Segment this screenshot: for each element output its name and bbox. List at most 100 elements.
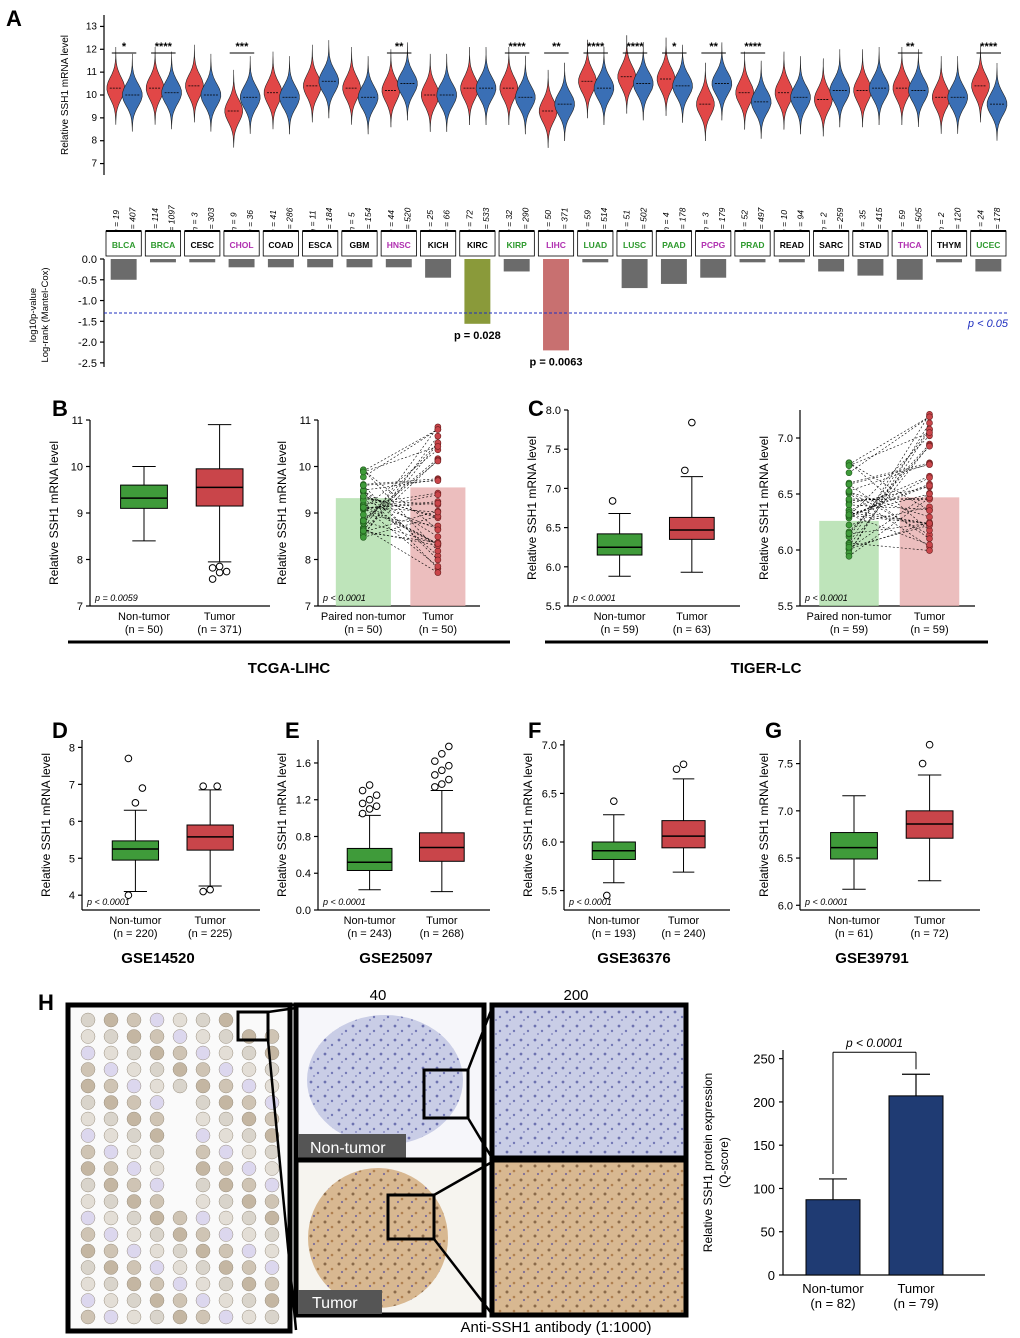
p-value: p < 0.0001 [804, 897, 848, 907]
tma-core [80, 1227, 96, 1242]
group-n: (n = 220) [113, 928, 157, 940]
tma-core [80, 1078, 96, 1094]
pair-line [848, 484, 930, 539]
tumor-point [926, 507, 933, 514]
sample-size: n = 415 [874, 207, 884, 236]
outlier-point [138, 784, 147, 792]
y-tick-label: 7 [69, 779, 75, 791]
outlier-point [358, 809, 367, 818]
tma-core [149, 1029, 165, 1044]
sample-size: n = 154 [363, 207, 373, 236]
cancer-name: BLCA [112, 240, 136, 250]
pair-line [848, 491, 930, 536]
tma-core [264, 1309, 280, 1325]
logrank-bar [543, 259, 569, 351]
violin-normal [931, 56, 951, 134]
tma-core [218, 1128, 234, 1143]
tma-core [80, 1243, 96, 1259]
violin-normal [224, 69, 243, 148]
tma-core [103, 1128, 119, 1143]
magnification-40: 40 [370, 987, 387, 1004]
tma-core [264, 1177, 280, 1193]
violin-normal [303, 44, 322, 123]
tma-core [195, 1029, 211, 1044]
tma-core [195, 1260, 211, 1275]
tma-core [80, 1161, 96, 1176]
group-label: Tumor [914, 915, 946, 927]
tma-core [218, 1062, 234, 1077]
tma-core [149, 1095, 165, 1110]
tumor-point [926, 520, 933, 527]
tma-core [126, 1029, 142, 1044]
sample-size: n = 9 [229, 212, 239, 231]
tma-core [172, 1260, 188, 1275]
pair-line [363, 459, 439, 530]
y-axis-label: Relative SSH1 mRNA level [47, 441, 61, 585]
pair-line [363, 479, 438, 491]
tma-core [218, 1293, 234, 1308]
tma-core [195, 1177, 211, 1193]
tma-core [80, 1128, 96, 1143]
y-axis-label-2: Log-rank (Mantel-Cox) [40, 267, 51, 362]
panel-letter-g: G [765, 718, 782, 743]
violin-normal [263, 51, 283, 130]
sample-size: n = 371 [560, 207, 570, 236]
tma-core [241, 1161, 257, 1176]
zoom-line [266, 1039, 298, 1331]
tma-core [172, 1078, 188, 1094]
pair-line [363, 490, 439, 537]
tma-core [264, 1194, 280, 1209]
tumor-point [434, 526, 442, 534]
box [830, 832, 878, 860]
violin-tumor [515, 55, 536, 135]
tma-core [241, 1062, 257, 1077]
outlier-point [438, 780, 446, 788]
tma-core [149, 1194, 165, 1209]
tma-core [149, 1210, 165, 1226]
cancer-name: UCEC [976, 240, 1000, 250]
cancer-label-box [852, 230, 889, 257]
group-n: (n = 50) [419, 624, 457, 636]
tma-core [149, 1276, 165, 1292]
pair-line [363, 501, 438, 509]
violin-normal [696, 62, 715, 141]
outlier-point [438, 749, 446, 758]
tma-core [218, 1029, 234, 1044]
box [596, 533, 643, 556]
sample-size: n = 286 [285, 207, 295, 236]
tma-core [126, 1045, 142, 1061]
pair-line [363, 426, 439, 529]
group-label: Tumor [194, 915, 226, 927]
nontumor-point [845, 552, 853, 560]
y-axis-label: Relative SSH1 mRNA level [39, 753, 53, 897]
group-n: (n = 268) [420, 928, 464, 940]
tcga-paired-plot: 7 8 9 10 11 Relative SSH1 mRNA level Paired no… [275, 415, 480, 636]
tma-core [172, 1210, 188, 1226]
violin-tumor [947, 56, 968, 134]
logrank-bar [700, 259, 727, 278]
violin-normal [145, 47, 165, 125]
tma-core [80, 1293, 96, 1308]
tma-cores [80, 1012, 280, 1325]
violin-normal [971, 44, 990, 123]
y-tick-label: -2.0 [78, 337, 97, 349]
y-axis-label: Relative SSH1 mRNA level [60, 35, 71, 155]
outlier-point [372, 791, 381, 799]
outlier-point [608, 497, 617, 505]
tma-core [172, 1062, 188, 1077]
sample-size: n = 25 [425, 210, 435, 234]
sample-size: n = 36 [245, 210, 255, 234]
outlier-point [672, 765, 681, 773]
tma-core [241, 1111, 257, 1127]
violin-normal [342, 47, 361, 125]
cancer-label-box [734, 230, 771, 257]
tumor-label: Tumor [312, 1295, 358, 1312]
violin-normal [460, 46, 479, 125]
sample-size: n = 10 [779, 210, 789, 234]
y-tick-label: 250 [753, 1052, 775, 1067]
cancer-label-box [184, 230, 221, 257]
logrank-bar [621, 259, 648, 289]
group-label: Non-tumor [802, 1281, 864, 1296]
y-tick-label: 0.8 [296, 831, 311, 843]
